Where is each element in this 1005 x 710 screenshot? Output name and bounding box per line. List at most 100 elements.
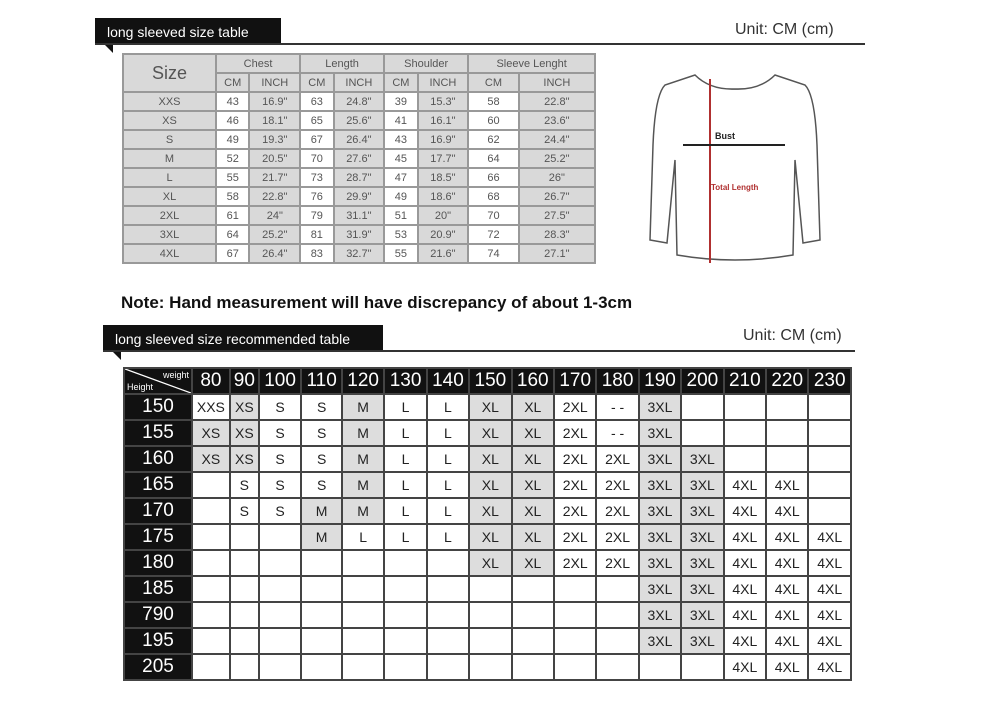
value-cell: 70 [467,205,520,226]
value-cell: 70 [299,148,335,169]
size-cell: S [228,497,260,525]
value-cell: 73 [299,167,335,188]
size-cell [468,575,513,603]
size-cell: L [383,471,428,499]
table-row: XL 58 22.8" 76 29.9" 49 18.6" 68 26.7" [122,186,597,207]
size-cell: XL [510,471,555,499]
unit-header: INCH [416,72,470,93]
height-header: 150 [123,393,193,421]
value-cell: 26.4" [248,243,302,264]
size-cell: M [122,148,217,169]
size-cell: L [425,471,471,499]
value-cell: 39 [383,91,419,112]
table-row: 205 4XL 4XL 4XL [123,653,852,681]
size-cell [468,627,513,655]
size-cell: 2XL [595,549,640,577]
size-cell: - - [595,419,640,447]
value-cell: 18.1" [248,110,302,131]
size-cell [637,653,683,681]
value-cell: 76 [299,186,335,207]
size-cell: L [340,523,386,551]
size-cell [340,601,386,629]
value-cell: 58 [467,91,520,112]
size-cell: 3XL [637,523,683,551]
value-cell: 31.9" [332,224,386,245]
size-cell: XL [510,445,555,473]
weight-header: 190 [637,367,683,395]
group-header: Shoulder [383,53,470,74]
table-row: 3XL 64 25.2" 81 31.9" 53 20.9" 72 28.3" [122,224,597,245]
size-cell: XL [468,497,513,525]
height-header: 175 [123,523,193,551]
size-cell: M [340,445,386,473]
size-cell [300,549,343,577]
size-cell: XL [468,549,513,577]
size-cell: 3XL [637,601,683,629]
table-row: 170 S S M M L L XL XL 2XL 2XL 3XL 3XL 4XL 4XL [123,497,852,525]
size-cell: XL [510,549,555,577]
bust-label: Bust [715,131,735,141]
shirt-outline-icon [649,74,821,261]
size-cell: 4XL [764,549,810,577]
weight-header: 200 [680,367,725,395]
size-cell [300,601,343,629]
size-cell: 2XL [552,523,598,551]
weight-header: 120 [340,367,386,395]
size-cell [468,653,513,681]
value-cell: 31.1" [332,205,386,226]
value-cell: 24.4" [517,129,597,150]
size-cell: L [425,393,471,421]
height-header: 155 [123,419,193,447]
table-row: 160 XS XS S S M L L XL XL 2XL 2XL 3XL 3XL [123,445,852,473]
value-cell: 25.2" [517,148,597,169]
size-cell [552,575,598,603]
value-cell: 52 [214,148,251,169]
weight-header: 130 [383,367,428,395]
size-table-title: long sleeved size table [95,18,281,53]
weight-header: 80 [191,367,231,395]
value-cell: 25.2" [248,224,302,245]
size-cell: 4XL [807,653,852,681]
value-cell: 66 [467,167,520,188]
size-cell [680,419,725,447]
value-cell: 19.3" [248,129,302,150]
table-row: XS 46 18.1" 65 25.6" 41 16.1" 60 23.6" [122,110,597,131]
size-cell: XS [228,393,260,421]
weight-header: 140 [425,367,471,395]
size-cell: 3XL [637,471,683,499]
size-cell: 2XL [552,393,598,421]
height-header: 195 [123,627,193,655]
size-cell: 3XL [680,523,725,551]
size-cell: XS [228,419,260,447]
size-cell: XXS [122,91,217,112]
size-cell: XL [510,497,555,525]
value-cell: 62 [467,129,520,150]
size-cell: 4XL [807,575,852,603]
weight-header: 230 [807,367,852,395]
unit-header: CM [467,72,520,93]
size-cell: S [257,393,303,421]
size-cell [807,393,852,421]
value-cell: 20" [416,205,470,226]
table-row: M 52 20.5" 70 27.6" 45 17.7" 64 25.2" [122,148,597,169]
table-row: 195 3XL 3XL 4XL 4XL 4XL [123,627,852,655]
size-cell [722,393,768,421]
size-cell: 4XL [722,471,768,499]
value-cell: 21.6" [416,243,470,264]
size-cell: L [425,523,471,551]
size-cell [807,471,852,499]
unit-label: Unit: CM (cm) [743,327,842,344]
size-cell: 4XL [807,601,852,629]
height-header: 185 [123,575,193,603]
size-cell [510,601,555,629]
size-cell: XL [510,523,555,551]
unit-header: CM [214,72,251,93]
size-cell [552,653,598,681]
value-cell: 25.6" [332,110,386,131]
size-cell: L [383,445,428,473]
size-cell: 2XL [595,523,640,551]
value-cell: 53 [383,224,419,245]
value-cell: 43 [383,129,419,150]
size-cell [552,627,598,655]
value-cell: 20.5" [248,148,302,169]
